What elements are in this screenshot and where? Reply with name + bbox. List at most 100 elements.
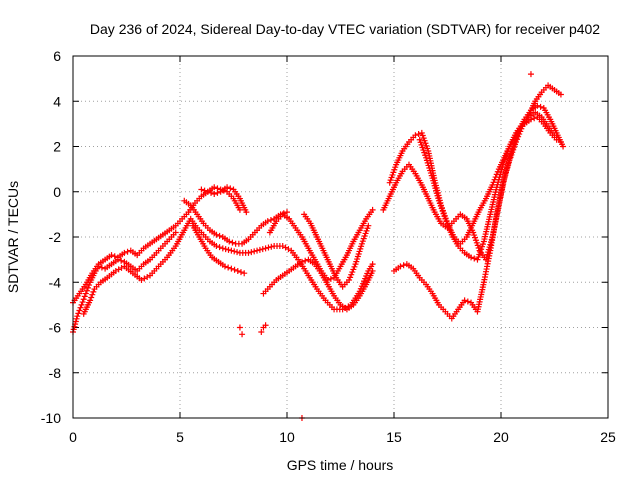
data-point	[284, 209, 290, 216]
data-point	[239, 331, 246, 338]
data-point-interp	[84, 284, 91, 291]
data-point-interp	[76, 307, 83, 314]
data-point-interp	[350, 266, 357, 273]
data-point-interp	[268, 243, 275, 250]
data-point-interp	[280, 210, 287, 217]
data-point-interp	[80, 296, 87, 303]
data-point-interp	[348, 271, 355, 278]
data-point-interp	[267, 217, 274, 224]
data-point	[224, 184, 231, 191]
data-point-interp	[71, 323, 78, 330]
data-point-interp	[88, 294, 95, 301]
x-tick-label: 10	[279, 429, 295, 445]
x-tick-label: 20	[493, 429, 509, 445]
data-point-interp	[214, 189, 221, 196]
data-point-interp	[216, 232, 223, 239]
data-point-interp	[111, 253, 118, 260]
data-point-interp	[302, 257, 309, 264]
data-point	[442, 215, 449, 222]
chart-title: Day 236 of 2024, Sidereal Day-to-day VTE…	[90, 21, 600, 37]
x-tick-label: 15	[386, 429, 402, 445]
y-tick-label: -4	[49, 274, 62, 290]
data-point-interp	[124, 248, 131, 255]
data-point-interp	[516, 131, 523, 138]
data-point-interp	[349, 269, 356, 276]
data-point	[461, 297, 468, 304]
data-point	[228, 247, 235, 254]
data-point-interp	[90, 288, 97, 295]
data-point	[369, 261, 376, 268]
data-point-interp	[86, 282, 93, 289]
y-tick-label: 0	[53, 184, 61, 200]
data-point-interp	[259, 246, 266, 253]
data-point-interp	[327, 275, 334, 282]
x-axis-label: GPS time / hours	[287, 457, 394, 473]
data-point-interp	[70, 326, 77, 333]
data-point-interp	[464, 298, 471, 305]
data-point	[74, 313, 81, 320]
data-point	[108, 252, 115, 259]
data-point	[557, 138, 564, 145]
data-point	[219, 245, 226, 252]
data-point-interp	[98, 264, 105, 271]
data-point-interp	[231, 248, 238, 255]
data-point-interp	[251, 248, 258, 255]
y-tick-label: -10	[41, 410, 61, 426]
data-point	[557, 91, 564, 98]
data-point	[213, 231, 220, 238]
data-point	[211, 184, 218, 191]
data-point-interp	[79, 299, 86, 306]
data-point-interp	[225, 246, 232, 253]
data-point-interp	[471, 255, 478, 262]
data-point-interp	[75, 310, 82, 317]
x-tick-label: 25	[600, 429, 616, 445]
x-tick-label: 0	[69, 429, 77, 445]
data-point	[114, 256, 121, 263]
data-point-interp	[201, 187, 208, 194]
data-point	[87, 297, 94, 304]
data-point-interp	[447, 229, 454, 236]
y-axis-label: SDTVAR / TECUs	[5, 181, 21, 293]
data-point	[241, 270, 248, 277]
data-point-interp	[222, 246, 229, 253]
data-points	[70, 71, 567, 421]
data-point	[468, 254, 475, 261]
data-point-interp	[216, 244, 223, 251]
plot-frame	[72, 55, 609, 419]
data-point-interp	[444, 221, 451, 228]
data-point	[121, 249, 128, 256]
data-point	[221, 263, 228, 270]
data-point-interp	[89, 291, 96, 298]
data-point-interp	[515, 133, 522, 140]
data-point-interp	[400, 262, 407, 269]
data-point-interp	[72, 318, 79, 325]
data-point-interp	[517, 128, 524, 135]
data-point-interp	[347, 274, 354, 281]
data-point-interp	[415, 131, 422, 138]
data-point	[198, 186, 205, 193]
y-tick-label: -2	[49, 229, 62, 245]
data-point	[369, 206, 376, 213]
data-point-interp	[73, 315, 80, 322]
y-tick-label: -8	[49, 365, 62, 381]
data-point	[262, 245, 269, 252]
data-point-interp	[351, 263, 358, 270]
data-point	[236, 324, 243, 331]
data-point-interp	[229, 239, 236, 246]
data-point-interp	[81, 293, 88, 300]
data-point	[560, 143, 567, 150]
y-tick-label: -6	[49, 320, 62, 336]
data-point-interp	[234, 249, 241, 256]
data-point-interp	[237, 269, 244, 276]
y-tick-label: 6	[53, 48, 61, 64]
data-point	[264, 218, 271, 225]
data-point	[213, 243, 220, 250]
data-point	[243, 209, 250, 216]
data-point-interp	[227, 185, 234, 192]
data-point	[324, 276, 331, 283]
data-point	[228, 265, 235, 272]
data-point	[82, 290, 89, 297]
data-point-interp	[208, 189, 215, 196]
